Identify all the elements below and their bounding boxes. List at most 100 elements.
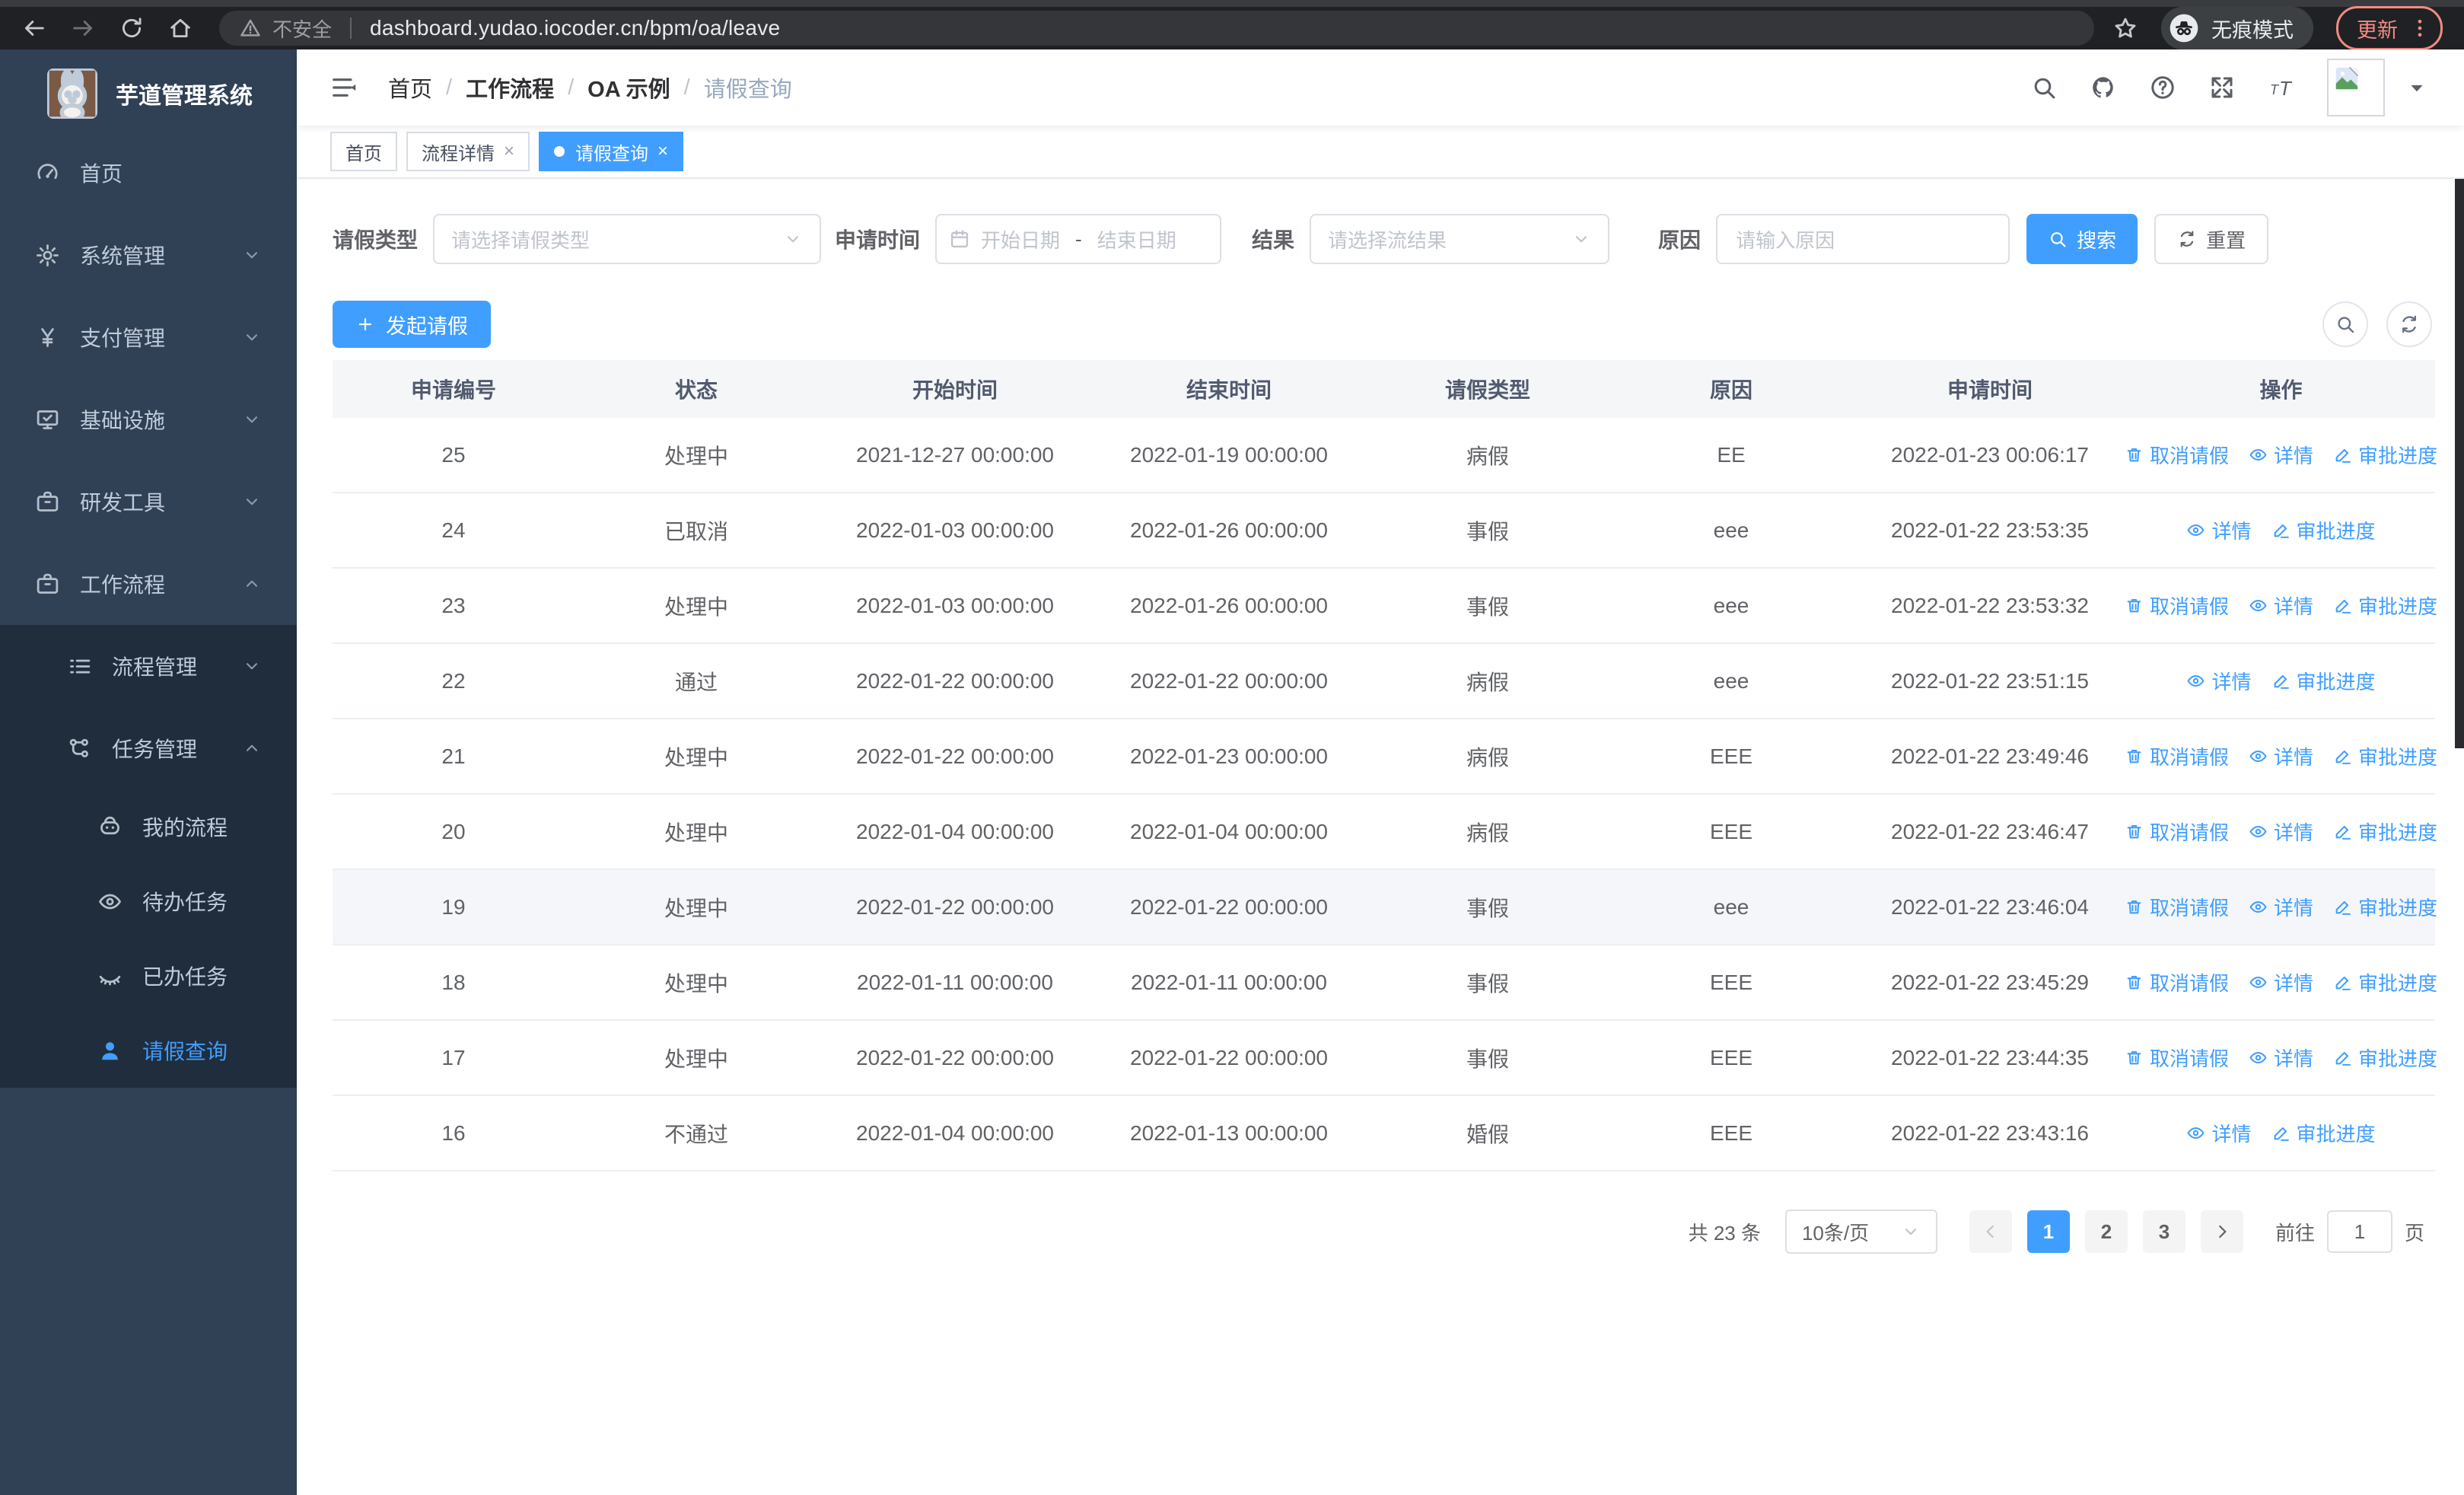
cancel-action-link[interactable]: 取消请假 [2125, 441, 2229, 469]
cancel-action-link[interactable]: 取消请假 [2125, 968, 2229, 996]
progress-action-link[interactable]: 审批进度 [2271, 1119, 2376, 1147]
reason-input[interactable]: 请输入原因 [1716, 214, 2010, 264]
close-tab-icon[interactable]: × [657, 141, 669, 161]
sidebar-item-workflow[interactable]: 工作流程 [0, 543, 297, 625]
detail-action-link[interactable]: 详情 [2186, 1119, 2252, 1147]
progress-action-link[interactable]: 审批进度 [2333, 742, 2437, 770]
breadcrumb-item[interactable]: 工作流程 [466, 78, 555, 102]
browser-update-button[interactable]: 更新 [2336, 6, 2443, 50]
help-icon[interactable] [2149, 74, 2176, 101]
browser-home-icon[interactable] [167, 15, 193, 41]
next-page-button[interactable] [2200, 1210, 2243, 1253]
progress-action-link[interactable]: 审批进度 [2333, 591, 2437, 620]
refresh-table-button[interactable] [2386, 301, 2432, 347]
cell-reason: EEE [1609, 794, 1853, 870]
search-button[interactable]: 搜索 [2026, 214, 2138, 264]
leave-type-select[interactable]: 请选择请假类型 [433, 214, 822, 264]
detail-action-link[interactable]: 详情 [2249, 818, 2313, 846]
progress-action-link[interactable]: 审批进度 [2333, 441, 2437, 469]
sidebar-item-leave-query[interactable]: 请假查询 [0, 1013, 297, 1088]
tab-label: 请假查询 [575, 143, 649, 164]
cancel-action-link[interactable]: 取消请假 [2125, 893, 2229, 921]
cell-applied: 2022-01-22 23:43:16 [1853, 1095, 2127, 1171]
sidebar-toggle-icon[interactable] [330, 73, 359, 102]
reset-button[interactable]: 重置 [2154, 214, 2269, 264]
detail-action-link[interactable]: 详情 [2249, 893, 2313, 921]
sidebar-item-process-mgmt[interactable]: 流程管理 [0, 625, 297, 707]
sidebar-item-payment[interactable]: 支付管理 [0, 296, 297, 378]
browser-forward-icon[interactable] [70, 15, 96, 41]
detail-action-link[interactable]: 详情 [2249, 968, 2313, 996]
close-tab-icon[interactable]: × [504, 141, 515, 161]
cell-applied: 2022-01-23 00:06:17 [1853, 418, 2127, 493]
sidebar-item-todo-tasks[interactable]: 待办任务 [0, 864, 297, 939]
page-1-button[interactable]: 1 [2026, 1210, 2070, 1253]
goto-page-input[interactable]: 1 [2326, 1210, 2392, 1253]
github-icon[interactable] [2090, 74, 2117, 101]
progress-action-link[interactable]: 审批进度 [2333, 968, 2437, 996]
cancel-action-link[interactable]: 取消请假 [2125, 742, 2229, 770]
cell-id: 19 [333, 869, 575, 945]
action-label: 取消请假 [2149, 595, 2229, 618]
progress-action-link[interactable]: 审批进度 [2271, 516, 2376, 544]
detail-action-link[interactable]: 详情 [2249, 1044, 2313, 1072]
browser-reload-icon[interactable] [119, 15, 145, 41]
detail-action-link[interactable]: 详情 [2186, 667, 2252, 695]
sidebar-item-infrastructure[interactable]: 基础设施 [0, 378, 297, 461]
progress-action-link[interactable]: 审批进度 [2271, 667, 2376, 695]
security-warning-icon[interactable] [239, 17, 262, 40]
address-bar[interactable]: 不安全 dashboard.yudao.iocoder.cn/bpm/oa/le… [219, 11, 2094, 46]
create-leave-button[interactable]: 发起请假 [333, 301, 491, 348]
sidebar-item-my-process[interactable]: 我的流程 [0, 789, 297, 864]
fullscreen-icon[interactable] [2208, 74, 2236, 101]
cell-id: 18 [333, 945, 575, 1021]
detail-action-link[interactable]: 详情 [2249, 441, 2313, 469]
apply-time-range-picker[interactable]: 开始日期 - 结束日期 [935, 214, 1222, 264]
header-search-icon[interactable] [2030, 74, 2058, 101]
action-label: 详情 [2274, 821, 2314, 844]
cell-status: 处理中 [575, 794, 818, 870]
prev-page-button[interactable] [1969, 1210, 2012, 1253]
tab-leave-query[interactable]: 请假查询 × [539, 132, 684, 171]
cell-end: 2022-01-26 00:00:00 [1092, 568, 1366, 644]
sidebar-item-devtools[interactable]: 研发工具 [0, 461, 297, 543]
show-search-button[interactable] [2322, 301, 2368, 347]
column-header-5: 原因 [1609, 360, 1853, 418]
bookmark-star-icon[interactable] [2112, 15, 2138, 41]
user-menu-caret-icon[interactable] [2403, 74, 2431, 101]
cell-actions: 取消请假 详情 审批进度 [2125, 418, 2437, 493]
tab-process-detail[interactable]: 流程详情 × [406, 132, 530, 171]
page-size-select[interactable]: 10条/页 [1784, 1210, 1937, 1254]
cancel-action-link[interactable]: 取消请假 [2125, 1044, 2229, 1072]
progress-action-link[interactable]: 审批进度 [2333, 1044, 2437, 1072]
user-avatar[interactable] [2327, 59, 2385, 116]
sidebar-item-home[interactable]: 首页 [0, 132, 297, 214]
tab-home[interactable]: 首页 [330, 132, 397, 171]
browser-menu-icon[interactable] [2408, 17, 2431, 40]
cancel-action-link[interactable]: 取消请假 [2125, 591, 2229, 620]
action-label: 审批进度 [2296, 671, 2376, 693]
cancel-action-link[interactable]: 取消请假 [2125, 818, 2229, 846]
progress-action-link[interactable]: 审批进度 [2333, 893, 2437, 921]
sidebar-item-task-mgmt[interactable]: 任务管理 [0, 707, 297, 789]
sidebar-item-done-tasks[interactable]: 已办任务 [0, 939, 297, 1013]
browser-back-icon[interactable] [21, 15, 47, 41]
cell-type: 事假 [1366, 945, 1609, 1021]
page-3-button[interactable]: 3 [2142, 1210, 2185, 1253]
breadcrumb-item[interactable]: OA 示例 [587, 78, 670, 102]
url-text[interactable]: dashboard.yudao.iocoder.cn/bpm/oa/leave [370, 16, 781, 40]
detail-action-link[interactable]: 详情 [2186, 516, 2252, 544]
search-icon [2048, 229, 2068, 249]
progress-action-link[interactable]: 审批进度 [2333, 818, 2437, 846]
filter-form: 请假类型 请选择请假类型 申请时间 开始日期 - 结束日期 结果 请选择流结果 [333, 214, 2435, 264]
detail-action-link[interactable]: 详情 [2249, 591, 2313, 620]
result-select[interactable]: 请选择流结果 [1310, 214, 1610, 264]
scrollbar-thumb[interactable] [2455, 49, 2464, 748]
page-2-button[interactable]: 2 [2084, 1210, 2128, 1253]
detail-action-link[interactable]: 详情 [2249, 742, 2313, 770]
breadcrumb-item[interactable]: 首页 [388, 78, 433, 102]
app-logo[interactable]: 芋道管理系统 [0, 49, 297, 132]
sidebar-item-system[interactable]: 系统管理 [0, 214, 297, 296]
sidebar-item-label: 基础设施 [80, 409, 166, 432]
